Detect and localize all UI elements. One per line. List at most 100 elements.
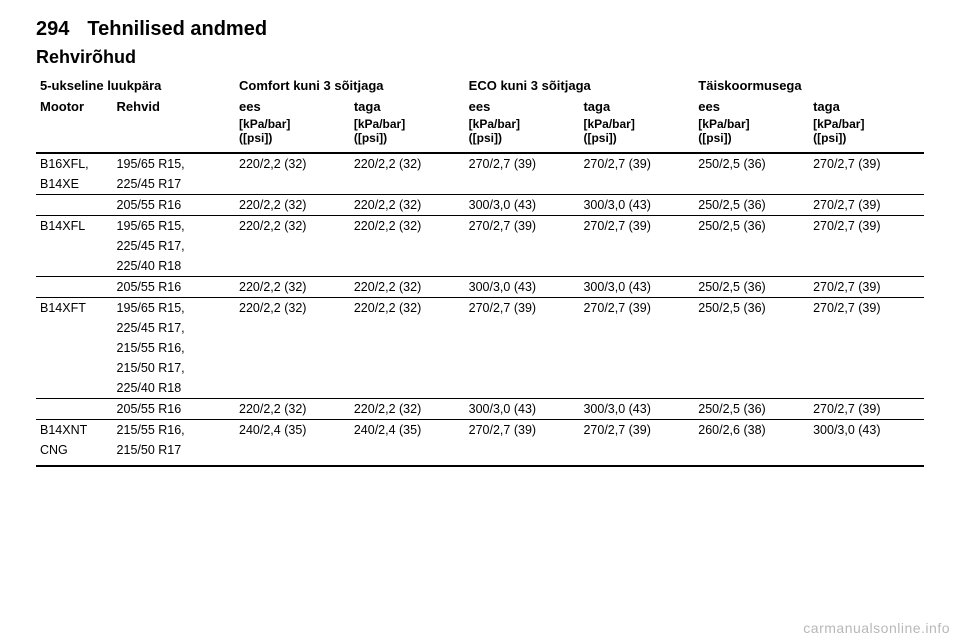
value-cell: 220/2,2 (32) [235, 215, 350, 236]
value-cell [694, 358, 809, 378]
value-cell [465, 174, 580, 195]
tyre-cell: 225/45 R17, [113, 236, 235, 256]
value-cell: 220/2,2 (32) [350, 194, 465, 215]
value-cell [350, 338, 465, 358]
value-cell: 270/2,7 (39) [809, 215, 924, 236]
engine-cell: B16XFL, [36, 153, 113, 174]
value-cell: 250/2,5 (36) [694, 398, 809, 419]
section-title: Tehnilised andmed [87, 18, 267, 41]
value-cell [579, 318, 694, 338]
value-cell [579, 440, 694, 466]
value-cell [809, 440, 924, 466]
tyre-cell: 215/55 R16, [113, 419, 235, 440]
watermark: carmanualsonline.info [803, 620, 950, 636]
tyre-cell: 195/65 R15, [113, 215, 235, 236]
value-cell: 220/2,2 (32) [350, 153, 465, 174]
value-cell [465, 318, 580, 338]
value-cell: 300/3,0 (43) [579, 276, 694, 297]
unit-cell: [kPa/bar]([psi]) [694, 114, 809, 153]
value-cell: 270/2,7 (39) [465, 215, 580, 236]
value-cell: 220/2,2 (32) [235, 194, 350, 215]
value-cell [465, 358, 580, 378]
value-cell [694, 318, 809, 338]
value-cell [579, 338, 694, 358]
engine-cell: CNG [36, 440, 113, 466]
value-cell: 270/2,7 (39) [809, 297, 924, 318]
value-cell: 270/2,7 (39) [465, 419, 580, 440]
engine-cell [36, 236, 113, 256]
engine-cell [36, 378, 113, 399]
value-cell: 250/2,5 (36) [694, 215, 809, 236]
col-front: ees [465, 96, 580, 114]
value-cell: 300/3,0 (43) [465, 398, 580, 419]
value-cell [465, 236, 580, 256]
engine-cell [36, 318, 113, 338]
value-cell: 260/2,6 (38) [694, 419, 809, 440]
value-cell [579, 236, 694, 256]
value-cell: 240/2,4 (35) [350, 419, 465, 440]
value-cell [809, 256, 924, 277]
group-eco: ECO kuni 3 sõitjaga [465, 78, 695, 96]
value-cell: 270/2,7 (39) [465, 297, 580, 318]
value-cell: 250/2,5 (36) [694, 194, 809, 215]
col-rear: taga [809, 96, 924, 114]
engine-cell [36, 276, 113, 297]
value-cell: 250/2,5 (36) [694, 276, 809, 297]
value-cell: 220/2,2 (32) [235, 276, 350, 297]
tyre-cell: 195/65 R15, [113, 297, 235, 318]
value-cell: 220/2,2 (32) [235, 398, 350, 419]
value-cell [579, 378, 694, 399]
value-cell: 300/3,0 (43) [809, 419, 924, 440]
col-front: ees [235, 96, 350, 114]
value-cell: 300/3,0 (43) [579, 194, 694, 215]
value-cell [694, 378, 809, 399]
value-cell [465, 378, 580, 399]
engine-cell [36, 398, 113, 419]
unit-cell: [kPa/bar]([psi]) [465, 114, 580, 153]
value-cell [809, 174, 924, 195]
col-front: ees [694, 96, 809, 114]
value-cell [350, 318, 465, 338]
value-cell [694, 338, 809, 358]
value-cell: 270/2,7 (39) [465, 153, 580, 174]
value-cell [235, 358, 350, 378]
value-cell [350, 256, 465, 277]
engine-cell: B14XFT [36, 297, 113, 318]
value-cell [235, 440, 350, 466]
value-cell: 220/2,2 (32) [350, 215, 465, 236]
value-cell: 220/2,2 (32) [235, 153, 350, 174]
unit-cell: [kPa/bar]([psi]) [809, 114, 924, 153]
engine-cell [36, 194, 113, 215]
value-cell [579, 256, 694, 277]
value-cell: 220/2,2 (32) [350, 398, 465, 419]
group-comfort: Comfort kuni 3 sõitjaga [235, 78, 465, 96]
value-cell [350, 236, 465, 256]
value-cell [809, 338, 924, 358]
value-cell: 270/2,7 (39) [809, 276, 924, 297]
col-rear: taga [579, 96, 694, 114]
tyre-cell: 215/50 R17, [113, 358, 235, 378]
tyre-pressure-table: 5-ukseline luukpära Comfort kuni 3 sõitj… [36, 78, 924, 467]
value-cell [350, 174, 465, 195]
value-cell [235, 236, 350, 256]
unit-cell: [kPa/bar]([psi]) [350, 114, 465, 153]
tyre-cell: 215/55 R16, [113, 338, 235, 358]
tyre-cell: 205/55 R16 [113, 398, 235, 419]
engine-cell [36, 338, 113, 358]
value-cell [694, 440, 809, 466]
value-cell: 270/2,7 (39) [809, 194, 924, 215]
value-cell: 220/2,2 (32) [235, 297, 350, 318]
value-cell [350, 358, 465, 378]
value-cell [235, 174, 350, 195]
value-cell: 300/3,0 (43) [465, 194, 580, 215]
engine-cell [36, 256, 113, 277]
unit-cell: [kPa/bar]([psi]) [235, 114, 350, 153]
value-cell [579, 358, 694, 378]
value-cell [465, 440, 580, 466]
value-cell [694, 256, 809, 277]
value-cell [350, 378, 465, 399]
value-cell: 250/2,5 (36) [694, 153, 809, 174]
engine-cell: B14XFL [36, 215, 113, 236]
value-cell: 270/2,7 (39) [579, 215, 694, 236]
tyre-cell: 215/50 R17 [113, 440, 235, 466]
